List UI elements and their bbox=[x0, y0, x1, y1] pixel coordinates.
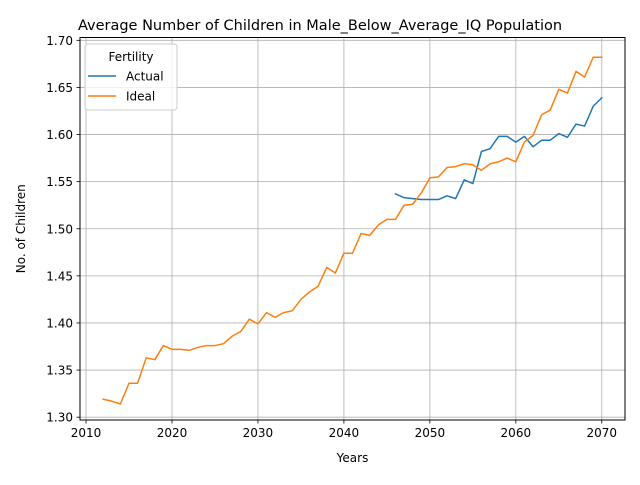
legend-box bbox=[84, 43, 178, 111]
series-line-ideal bbox=[102, 56, 603, 405]
x-tick-label: 2010 bbox=[71, 426, 102, 440]
x-tick-label: 2020 bbox=[157, 426, 188, 440]
legend-label-ideal: Ideal bbox=[126, 90, 155, 104]
chart-title: Average Number of Children in Male_Below… bbox=[78, 18, 562, 34]
x-axis-ticks: 2010 2020 2030 2040 2050 2060 2070 bbox=[71, 420, 617, 440]
y-axis-label: No. of Children bbox=[14, 184, 28, 273]
y-tick-label: 1.45 bbox=[46, 269, 73, 283]
y-tick-label: 1.35 bbox=[46, 364, 73, 378]
x-tick-label: 2070 bbox=[587, 426, 618, 440]
x-axis-label: Years bbox=[336, 451, 369, 465]
y-axis-ticks: 1.30 1.35 1.40 1.45 1.50 1.55 1.60 1.65 1.70 bbox=[46, 34, 80, 425]
y-tick-label: 1.50 bbox=[46, 222, 73, 236]
x-tick-label: 2040 bbox=[329, 426, 360, 440]
y-tick-label: 1.65 bbox=[46, 81, 73, 95]
x-tick-label: 2030 bbox=[243, 426, 274, 440]
x-tick-label: 2050 bbox=[415, 426, 446, 440]
y-tick-label: 1.55 bbox=[46, 175, 73, 189]
y-tick-label: 1.40 bbox=[46, 316, 73, 330]
y-tick-label: 1.60 bbox=[46, 128, 73, 142]
legend-title: Fertility bbox=[108, 50, 153, 64]
grid bbox=[80, 37, 625, 420]
series-lines bbox=[102, 56, 603, 405]
legend-label-actual: Actual bbox=[126, 70, 164, 84]
legend: Fertility Actual Ideal bbox=[84, 43, 178, 111]
series-line-actual bbox=[394, 96, 603, 201]
y-tick-label: 1.30 bbox=[46, 411, 73, 425]
x-tick-label: 2060 bbox=[501, 426, 532, 440]
y-tick-label: 1.70 bbox=[46, 34, 73, 48]
